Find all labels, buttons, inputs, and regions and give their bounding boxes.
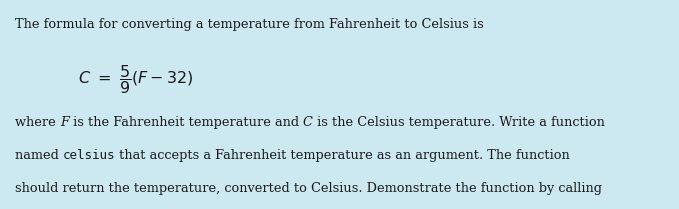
Text: is the Fahrenheit temperature and: is the Fahrenheit temperature and [69,116,303,129]
Text: is the Celsius temperature. Write a function: is the Celsius temperature. Write a func… [313,116,605,129]
Text: celsius: celsius [63,149,115,162]
Text: should return the temperature, converted to Celsius. Demonstrate the function by: should return the temperature, converted… [15,182,602,195]
Text: that accepts a Fahrenheit temperature as an argument. The function: that accepts a Fahrenheit temperature as… [115,149,570,162]
Text: The formula for converting a temperature from Fahrenheit to Celsius is: The formula for converting a temperature… [15,18,483,31]
Text: named: named [15,149,63,162]
Text: F: F [60,116,69,129]
Text: C: C [303,116,313,129]
Text: $\mathit{C}\ =\ \dfrac{5}{9}(\mathit{F} - 32)$: $\mathit{C}\ =\ \dfrac{5}{9}(\mathit{F} … [78,63,194,96]
Text: where: where [15,116,60,129]
